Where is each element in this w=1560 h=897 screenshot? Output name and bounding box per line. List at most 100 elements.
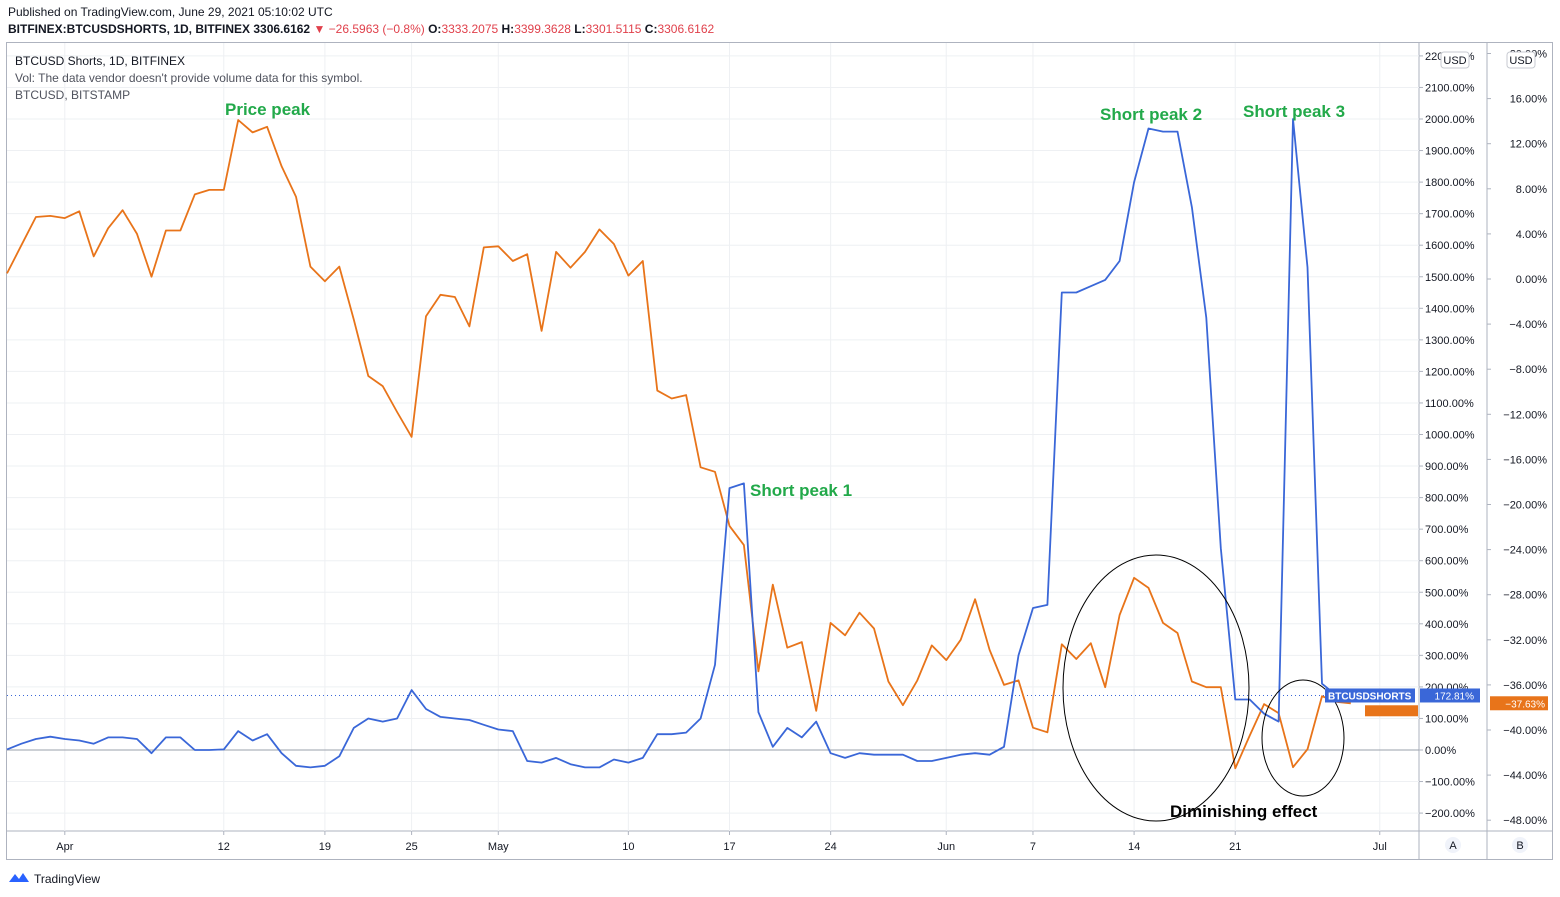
right-tick-label: 16.00% bbox=[1510, 94, 1548, 106]
price-change: −26.5963 (−0.8%) bbox=[328, 22, 425, 36]
x-tick-label: Apr bbox=[56, 841, 73, 853]
left-tick-label: 0.00% bbox=[1425, 745, 1456, 757]
shorts-name-tag bbox=[1325, 688, 1415, 703]
symbol-title: BITFINEX:BTCUSDSHORTS, 1D, BITFINEX bbox=[8, 22, 251, 36]
left-tick-label: 2100.00% bbox=[1425, 82, 1475, 94]
close-value: 3306.6162 bbox=[657, 22, 715, 36]
right-tick-label: −16.00% bbox=[1503, 454, 1547, 466]
tradingview-brand[interactable]: TradingView bbox=[8, 870, 100, 887]
left-tick-label: 900.00% bbox=[1425, 461, 1469, 473]
right-axis: 20.00%16.00%12.00%8.00%4.00%0.00%−4.00%−… bbox=[1487, 49, 1548, 827]
left-tick-label: 2000.00% bbox=[1425, 114, 1475, 126]
left-tick-label: 1900.00% bbox=[1425, 146, 1475, 158]
low-label: L: bbox=[574, 22, 586, 36]
right-tick-label: 8.00% bbox=[1516, 184, 1547, 196]
last-price: 3306.6162 bbox=[253, 22, 311, 36]
open-value: 3333.2075 bbox=[441, 22, 499, 36]
left-tick-label: 400.00% bbox=[1425, 619, 1469, 631]
published-note: Published on TradingView.com, June 29, 2… bbox=[8, 5, 333, 19]
btcusd-shorts-line bbox=[6, 118, 1337, 769]
annotation-layer: Price peak Short peak 1 Short peak 2 Short … bbox=[225, 100, 1345, 822]
left-tick-label: 800.00% bbox=[1425, 493, 1469, 505]
chart-frame bbox=[6, 42, 1553, 860]
price-peak-label: Price peak bbox=[225, 100, 311, 119]
x-tick-label: 24 bbox=[825, 841, 837, 853]
high-label: H: bbox=[501, 22, 515, 36]
left-tick-label: 1100.00% bbox=[1425, 398, 1474, 410]
short-peak-2-label: Short peak 2 bbox=[1100, 105, 1202, 124]
usd-left-button-label: USD bbox=[1443, 55, 1466, 67]
right-tick-label: −48.00% bbox=[1503, 815, 1547, 827]
shorts-value-label: 172.81% bbox=[1435, 691, 1475, 702]
left-tick-label: 1000.00% bbox=[1425, 430, 1475, 442]
x-tick-label: Jul bbox=[1373, 841, 1387, 853]
usd-right-button bbox=[1506, 51, 1536, 69]
time-axis: Apr 12 19 25 May 10 17 24 Jun 7 14 21 Jul bbox=[56, 831, 1387, 853]
left-tick-label: 600.00% bbox=[1425, 556, 1469, 568]
tradingview-logo-icon bbox=[8, 870, 30, 887]
right-tick-label: −44.00% bbox=[1503, 770, 1547, 782]
left-tick-label: −200.00% bbox=[1425, 808, 1475, 820]
right-tick-label: −12.00% bbox=[1503, 409, 1547, 421]
log-scale-button bbox=[1512, 837, 1528, 853]
left-tick-label: 1500.00% bbox=[1425, 272, 1475, 284]
usd-right-button-label: USD bbox=[1509, 55, 1532, 67]
left-tick-label: 500.00% bbox=[1425, 587, 1469, 599]
right-tick-label: −24.00% bbox=[1503, 545, 1547, 557]
x-tick-label: 14 bbox=[1128, 841, 1140, 853]
legend-compare-symbol[interactable]: BTCUSD, BITSTAMP bbox=[15, 88, 131, 102]
x-tick-label: Jun bbox=[937, 841, 955, 853]
x-tick-label: May bbox=[488, 841, 509, 853]
auto-scale-label: A bbox=[1449, 840, 1457, 852]
log-scale-label: B bbox=[1516, 840, 1523, 852]
price-name-tag bbox=[1365, 705, 1418, 717]
right-tick-label: −40.00% bbox=[1503, 725, 1547, 737]
highlight-ellipse-large bbox=[1062, 554, 1250, 822]
short-peak-3-label: Short peak 3 bbox=[1243, 102, 1345, 121]
left-tick-label: 1700.00% bbox=[1425, 209, 1475, 221]
right-tick-label: −20.00% bbox=[1503, 500, 1547, 512]
high-value: 3399.3628 bbox=[514, 22, 571, 36]
left-tick-label: 300.00% bbox=[1425, 650, 1469, 662]
price-tags: BTCUSDSHORTS 172.81% −37.63% USD USD A B bbox=[1325, 51, 1548, 853]
right-tick-label: 12.00% bbox=[1510, 139, 1548, 151]
left-tick-label: 100.00% bbox=[1425, 713, 1469, 725]
x-tick-label: 21 bbox=[1229, 841, 1241, 853]
down-arrow-icon: ▼ bbox=[313, 22, 326, 36]
right-tick-label: 0.00% bbox=[1516, 274, 1547, 286]
right-tick-label: −36.00% bbox=[1503, 680, 1547, 692]
diminishing-effect-label: Diminishing effect bbox=[1170, 802, 1318, 821]
shorts-name-tag-label: BTCUSDSHORTS bbox=[1328, 691, 1412, 702]
left-tick-label: −100.00% bbox=[1425, 777, 1475, 789]
auto-scale-button bbox=[1445, 837, 1461, 853]
brand-label: TradingView bbox=[34, 871, 101, 886]
btcusd-price-line bbox=[6, 119, 1351, 770]
right-tick-label: −4.00% bbox=[1509, 319, 1547, 331]
right-tick-label: −28.00% bbox=[1503, 590, 1547, 602]
right-tick-label: 4.00% bbox=[1516, 229, 1547, 241]
shorts-value-tag bbox=[1420, 688, 1480, 703]
price-value-tag bbox=[1490, 696, 1548, 711]
x-tick-label: 17 bbox=[723, 841, 735, 853]
x-tick-label: 25 bbox=[405, 841, 417, 853]
series-layer bbox=[6, 118, 1351, 770]
low-value: 3301.5115 bbox=[585, 22, 642, 36]
usd-left-button bbox=[1440, 51, 1470, 69]
left-tick-label: 1300.00% bbox=[1425, 335, 1475, 347]
x-tick-label: 7 bbox=[1030, 841, 1036, 853]
highlight-ellipse-small bbox=[1261, 679, 1345, 797]
x-tick-label: 10 bbox=[622, 841, 634, 853]
short-peak-1-label: Short peak 1 bbox=[750, 481, 852, 500]
ohlc-bar: BITFINEX:BTCUSDSHORTS, 1D, BITFINEX 3306… bbox=[8, 22, 714, 36]
close-label: C: bbox=[644, 22, 658, 36]
right-tick-label: −8.00% bbox=[1509, 364, 1547, 376]
x-tick-label: 19 bbox=[319, 841, 331, 853]
left-tick-label: 1600.00% bbox=[1425, 240, 1475, 252]
right-tick-label: −32.00% bbox=[1503, 635, 1547, 647]
price-value-label: −37.63% bbox=[1505, 699, 1545, 710]
legend-series-title[interactable]: BTCUSD Shorts, 1D, BITFINEX bbox=[15, 54, 186, 68]
left-tick-label: 1200.00% bbox=[1425, 366, 1475, 378]
legend-volume-note: Vol: The data vendor doesn't provide vol… bbox=[15, 71, 363, 85]
left-tick-label: 1800.00% bbox=[1425, 177, 1475, 189]
